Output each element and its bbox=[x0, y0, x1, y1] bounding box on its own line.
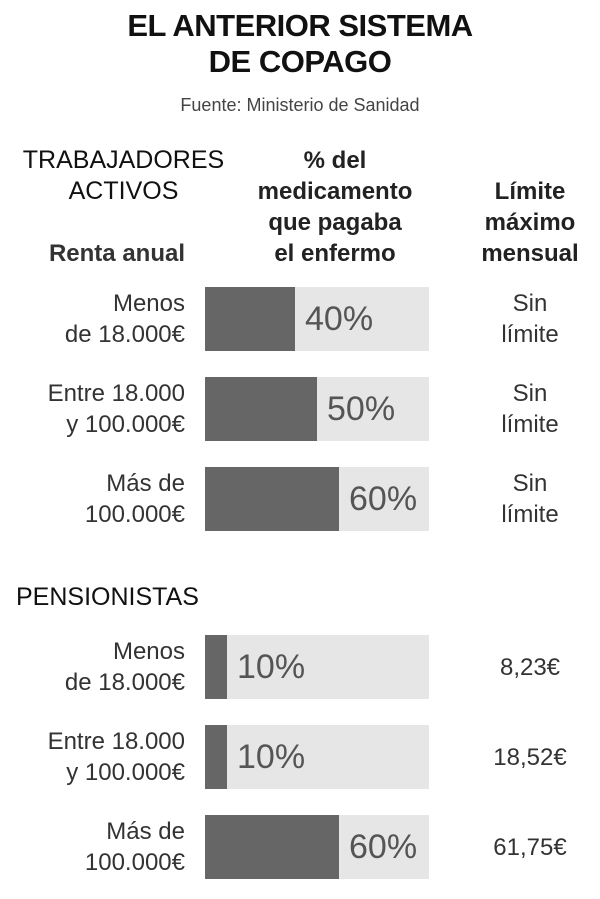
limit-line: 61,75€ bbox=[493, 833, 567, 861]
bar-value-label: 10% bbox=[237, 738, 306, 776]
column-header-percent: % del medicamento que pagaba el enfermo bbox=[255, 145, 415, 269]
row-label: Más de 100.000€ bbox=[85, 468, 185, 530]
column-header-line: máximo bbox=[484, 209, 576, 236]
column-header-line: medicamento bbox=[257, 178, 413, 205]
title-line-2: DE COPAGO bbox=[208, 44, 392, 79]
section-title-activos: TRABAJADORES ACTIVOS bbox=[16, 145, 231, 207]
row-label-line: y 100.000€ bbox=[66, 759, 185, 786]
limit-line: 18,52€ bbox=[493, 743, 567, 771]
bar bbox=[205, 377, 317, 441]
bar bbox=[205, 635, 227, 699]
row-label-line: de 18.000€ bbox=[64, 669, 185, 696]
limit-line: Sin bbox=[512, 290, 548, 317]
section-title-line: TRABAJADORES bbox=[22, 146, 225, 174]
column-header-line: Límite bbox=[494, 178, 566, 205]
row-label-line: Más de bbox=[106, 470, 185, 497]
bar-value-label: 10% bbox=[237, 648, 306, 686]
bar-track: 50% bbox=[205, 377, 429, 441]
title-line-1: EL ANTERIOR SISTEMA bbox=[127, 8, 473, 43]
column-header-renta: Renta anual bbox=[48, 240, 185, 267]
row-label-line: 100.000€ bbox=[84, 501, 185, 528]
bar-track: 10% bbox=[205, 725, 429, 789]
bar-value-label: 60% bbox=[349, 480, 418, 518]
chart-title: EL ANTERIOR SISTEMA DE COPAGO bbox=[0, 8, 600, 80]
limit-line: Sin bbox=[512, 470, 548, 497]
limit-value: 8,23€ bbox=[470, 652, 590, 683]
row-label: Menos de 18.000€ bbox=[65, 288, 185, 350]
limit-value: Sin límite bbox=[470, 288, 590, 350]
limit-line: límite bbox=[501, 501, 559, 528]
bar-track: 60% bbox=[205, 467, 429, 531]
bar bbox=[205, 725, 227, 789]
bar-track: 40% bbox=[205, 287, 429, 351]
bar-track: 60% bbox=[205, 815, 429, 879]
bar bbox=[205, 815, 339, 879]
row-label: Entre 18.000 y 100.000€ bbox=[48, 378, 185, 440]
bar-value-label: 40% bbox=[305, 300, 374, 338]
row-label-line: 100.000€ bbox=[84, 849, 185, 876]
row-label-line: Menos bbox=[112, 290, 185, 317]
limit-value: Sin límite bbox=[470, 378, 590, 440]
row-label: Menos de 18.000€ bbox=[65, 636, 185, 698]
bar-track: 10% bbox=[205, 635, 429, 699]
row-label: Entre 18.000 y 100.000€ bbox=[48, 726, 185, 788]
row-label-line: Entre 18.000 bbox=[47, 728, 185, 755]
bar-value-label: 50% bbox=[327, 390, 396, 428]
bar-value-label: 60% bbox=[349, 828, 418, 866]
bar bbox=[205, 467, 339, 531]
column-header-line: el enfermo bbox=[274, 240, 396, 267]
limit-line: límite bbox=[501, 411, 559, 438]
limit-line: Sin bbox=[512, 380, 548, 407]
limit-line: límite bbox=[501, 321, 559, 348]
source-note: Fuente: Ministerio de Sanidad bbox=[180, 95, 420, 115]
row-label-line: Entre 18.000 bbox=[47, 380, 185, 407]
row-label-line: Más de bbox=[106, 818, 185, 845]
limit-value: 61,75€ bbox=[470, 832, 590, 863]
row-label: Más de 100.000€ bbox=[85, 816, 185, 878]
row-label-line: de 18.000€ bbox=[64, 321, 185, 348]
bar bbox=[205, 287, 295, 351]
row-label-line: Menos bbox=[112, 638, 185, 665]
limit-line: 8,23€ bbox=[499, 653, 561, 681]
row-label-line: y 100.000€ bbox=[66, 411, 185, 438]
limit-value: Sin límite bbox=[470, 468, 590, 530]
column-header-line: que pagaba bbox=[268, 209, 402, 236]
column-header-line: % del bbox=[303, 147, 367, 174]
column-header-limit: Límite máximo mensual bbox=[470, 176, 590, 269]
limit-value: 18,52€ bbox=[470, 742, 590, 773]
column-header-line: mensual bbox=[481, 240, 579, 267]
section-title-line: ACTIVOS bbox=[68, 177, 179, 205]
section-title-pensionistas: PENSIONISTAS bbox=[16, 583, 199, 611]
